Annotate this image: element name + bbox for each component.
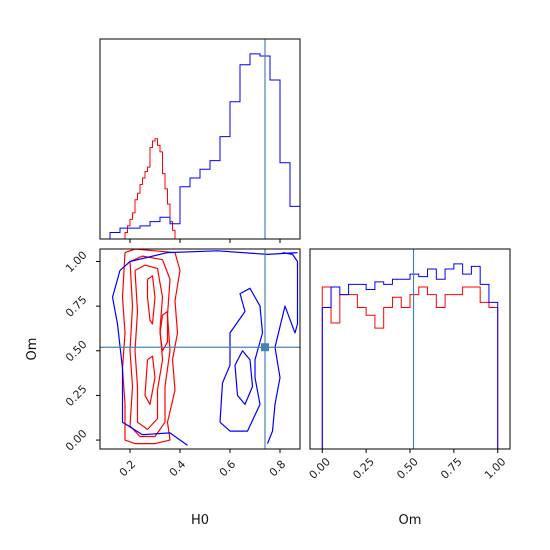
axes-frame	[99, 38, 301, 240]
tick-marks-group	[129, 239, 281, 243]
red-contour-line	[146, 275, 156, 325]
blue-contour-line	[219, 287, 264, 432]
axes-frame	[99, 248, 301, 450]
histogram-panel-h0	[99, 38, 301, 243]
tick-marks-group	[321, 449, 499, 453]
x-axis-label: H0	[191, 513, 209, 528]
blue-histogram-series	[109, 53, 301, 239]
tick-marks-group	[96, 261, 281, 453]
contour-lines-group	[111, 249, 299, 446]
histogram-series-group	[100, 53, 301, 240]
red-histogram-series	[321, 286, 499, 449]
histogram-series-group	[321, 263, 499, 449]
red-contour-line	[159, 310, 169, 352]
red-histogram-series	[100, 138, 178, 240]
y-axis-label: Om	[25, 338, 40, 361]
truth-lines-group	[100, 249, 300, 449]
blue-histogram-series	[321, 263, 499, 449]
x-axis-label: Om	[399, 513, 422, 528]
red-contour-line	[129, 255, 171, 438]
blue-contour-line	[266, 252, 299, 444]
blue-contour-line	[111, 250, 298, 446]
truth-marker	[261, 343, 269, 352]
red-contour-line	[144, 355, 156, 405]
blue-contour-line	[234, 350, 254, 405]
red-contour-line	[134, 264, 164, 430]
